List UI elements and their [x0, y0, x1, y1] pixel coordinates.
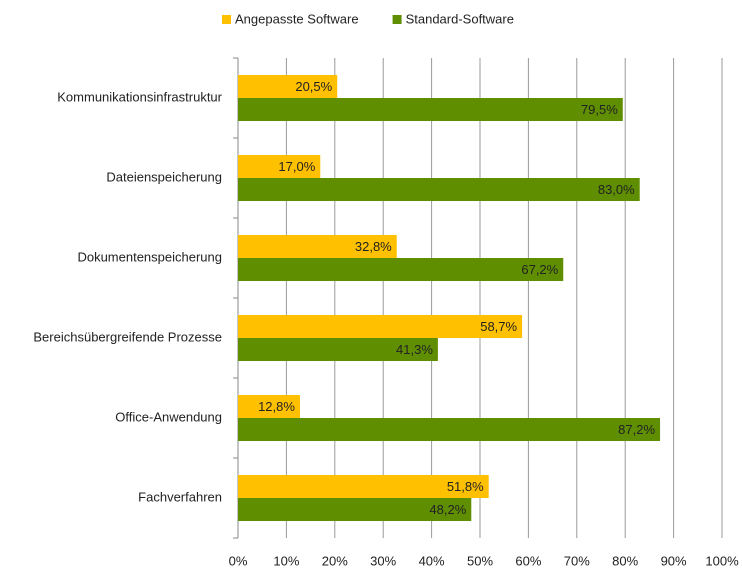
x-tick-label: 90%	[661, 553, 687, 568]
value-label: 12,8%	[258, 399, 295, 414]
y-tick-label: Dokumentenspeicherung	[77, 249, 222, 264]
value-label: 58,7%	[480, 319, 517, 334]
legend-swatch	[222, 15, 231, 24]
x-tick-label: 60%	[515, 553, 541, 568]
value-label: 67,2%	[521, 262, 558, 277]
x-tick-label: 70%	[564, 553, 590, 568]
y-tick-label: Office-Anwendung	[115, 409, 222, 424]
y-tick-label: Dateienspeicherung	[106, 169, 222, 184]
value-label: 20,5%	[295, 79, 332, 94]
bar	[238, 178, 640, 201]
bar	[238, 98, 623, 121]
legend-label: Angepasste Software	[235, 11, 359, 26]
x-tick-label: 0%	[229, 553, 248, 568]
x-tick-label: 10%	[273, 553, 299, 568]
bar	[238, 315, 523, 338]
legend-label: Standard-Software	[406, 11, 514, 26]
bar	[238, 418, 661, 441]
x-tick-label: 40%	[419, 553, 445, 568]
bar	[238, 475, 489, 498]
y-tick-label: Bereichsübergreifende Prozesse	[33, 329, 222, 344]
value-label: 51,8%	[447, 479, 484, 494]
bar	[238, 395, 300, 418]
x-tick-label: 30%	[370, 553, 396, 568]
x-tick-label: 20%	[322, 553, 348, 568]
y-tick-label: Kommunikationsinfrastruktur	[57, 89, 222, 104]
bar	[238, 338, 438, 361]
value-label: 32,8%	[355, 239, 392, 254]
x-tick-label: 50%	[467, 553, 493, 568]
value-label: 87,2%	[618, 422, 655, 437]
value-label: 48,2%	[429, 502, 466, 517]
y-tick-label: Fachverfahren	[138, 489, 222, 504]
bar	[238, 155, 321, 178]
bar	[238, 75, 338, 98]
bar	[238, 498, 472, 521]
bar	[238, 258, 564, 281]
value-label: 83,0%	[598, 182, 635, 197]
x-tick-label: 100%	[705, 553, 739, 568]
bar	[238, 235, 397, 258]
legend-swatch	[392, 15, 402, 24]
value-label: 79,5%	[581, 102, 618, 117]
value-label: 41,3%	[396, 342, 433, 357]
x-tick-label: 80%	[612, 553, 638, 568]
value-label: 17,0%	[278, 159, 315, 174]
